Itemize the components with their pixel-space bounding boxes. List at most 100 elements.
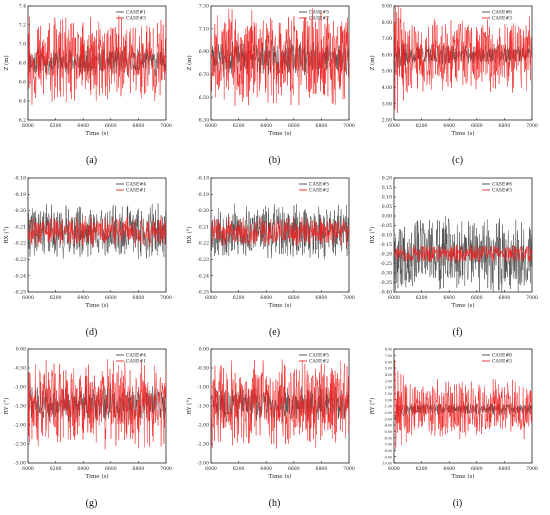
x-tick-label-b: 6400 xyxy=(260,123,272,129)
y-tick-label-f: 0.20 xyxy=(382,176,392,182)
y-tick-label-c: 6.00 xyxy=(382,52,392,58)
x-tick-label-b: 6200 xyxy=(233,123,245,129)
y-tick-label-h: -1.00 xyxy=(197,385,209,391)
legend-label-b: CASE#5 xyxy=(309,10,329,16)
legend-label-f: CASE#6 xyxy=(492,182,512,188)
y-tick-label-e: -0.22 xyxy=(197,241,209,247)
caption-e: (e) xyxy=(268,327,281,338)
y-tick-label-i: -5.00 xyxy=(384,430,392,434)
x-tick-label-b: 6800 xyxy=(316,123,328,129)
x-tick-label-a: 6000 xyxy=(22,123,34,129)
legend-label-f: CASE#3 xyxy=(492,188,512,194)
x-tick-label-g: 6400 xyxy=(77,466,89,472)
x-tick-label-g: 6800 xyxy=(133,466,145,472)
chart-i-svg: -10.00 -9.00 -8.00 -7.00 -6.00 -5.00 -4.00 -3.0… xyxy=(369,348,538,480)
x-tick-label-e: 6200 xyxy=(233,295,245,301)
chart-panel-g: -3.00 -2.50 -2.00 -1.50 -1.00 -0.50 0.00 6000 62… xyxy=(0,343,183,515)
y-tick-label-f: 0.00 xyxy=(382,214,392,220)
y-tick-label-h: 0.00 xyxy=(199,347,209,353)
x-tick-label-e: 6800 xyxy=(316,295,328,301)
y-tick-label-i: -6.00 xyxy=(384,436,392,440)
chart-panel-d: -0.25 -0.24 -0.23 -0.22 -0.21 -0.20 -0.19 -0.18… xyxy=(0,172,183,344)
x-tick-label-d: 6400 xyxy=(77,295,89,301)
y-tick-label-h: -3.00 xyxy=(197,461,209,467)
x-tick-label-a: 6400 xyxy=(77,123,89,129)
y-tick-label-a: 6.6 xyxy=(19,80,26,86)
y-tick-label-d: -0.20 xyxy=(14,208,26,214)
series-e-2 xyxy=(210,216,350,247)
y-axis-label-e: RX (°) xyxy=(186,226,193,243)
y-tick-label-e: -0.24 xyxy=(197,273,209,279)
x-tick-label-h: 6400 xyxy=(260,466,272,472)
y-tick-label-a: 7.0 xyxy=(19,42,26,48)
x-tick-label-e: 6600 xyxy=(288,295,300,301)
x-tick-label-b: 6000 xyxy=(205,123,217,129)
y-tick-label-d: -0.21 xyxy=(14,224,26,230)
x-tick-label-e: 6000 xyxy=(205,295,217,301)
y-tick-label-i: 6.00 xyxy=(385,360,392,364)
x-tick-label-c: 6000 xyxy=(388,123,400,129)
y-tick-label-h: -0.50 xyxy=(197,366,209,372)
y-tick-label-i: 0.00 xyxy=(385,398,392,402)
x-tick-label-d: 6200 xyxy=(50,295,62,301)
legend-label-c: CASE#6 xyxy=(492,10,512,16)
series-g-2 xyxy=(27,359,167,450)
y-tick-label-e: -0.19 xyxy=(197,192,209,198)
y-tick-label-i: -7.00 xyxy=(384,443,392,447)
x-tick-label-a: 6600 xyxy=(105,123,117,129)
y-tick-label-i: 1.00 xyxy=(385,392,392,396)
chart-panel-a: 6.2 6.4 6.6 6.8 7.0 7.2 7.4 6000 6200 6400 6600 680… xyxy=(0,0,183,172)
x-axis-label-i: Time (s) xyxy=(451,473,474,480)
caption-f: (f) xyxy=(452,327,463,338)
chart-f-svg: -0.40 -0.35 -0.30 -0.25 -0.20 -0.15 -0.10 -0.05… xyxy=(369,176,538,309)
legend-label-i: CASE#6 xyxy=(492,353,512,359)
y-tick-label-e: -0.25 xyxy=(197,290,209,296)
caption-b: (b) xyxy=(268,155,281,166)
y-axis-label-d: RX (°) xyxy=(3,226,10,243)
y-tick-label-c: 5.00 xyxy=(382,69,392,75)
y-tick-label-i: -2.00 xyxy=(384,411,392,415)
y-tick-label-d: -0.22 xyxy=(14,241,26,247)
legend-label-a: CASE#1 xyxy=(126,10,146,16)
y-tick-label-i: -9.00 xyxy=(384,455,392,459)
series-d-2 xyxy=(27,216,167,248)
x-tick-label-a: 6800 xyxy=(133,123,145,129)
y-tick-label-c: 7.00 xyxy=(382,36,392,42)
y-tick-label-i: 3.00 xyxy=(385,379,392,383)
x-tick-label-i: 6400 xyxy=(443,466,455,472)
y-axis-label-g: RY (°) xyxy=(3,398,10,415)
x-axis-label-c: Time (s) xyxy=(451,130,474,137)
y-tick-label-i: -8.00 xyxy=(384,449,392,453)
y-tick-label-e: -0.21 xyxy=(197,224,209,230)
y-tick-label-d: -0.25 xyxy=(14,290,26,296)
series-f-2 xyxy=(393,244,533,263)
y-tick-label-h: -2.50 xyxy=(197,442,209,448)
y-tick-label-a: 6.4 xyxy=(19,99,26,105)
y-tick-label-f: -0.10 xyxy=(380,233,392,239)
series-h-2 xyxy=(210,359,350,449)
y-axis-label-f: RX (°) xyxy=(369,226,376,243)
y-tick-label-f: -0.30 xyxy=(380,271,392,277)
y-tick-label-f: -0.20 xyxy=(380,252,392,258)
legend-label-h: CASE#5 xyxy=(309,353,329,359)
x-tick-label-f: 6600 xyxy=(471,295,483,301)
legend-label-h: CASE#2 xyxy=(309,359,329,365)
y-tick-label-f: 0.05 xyxy=(382,204,392,210)
y-tick-label-g: -0.50 xyxy=(14,366,26,372)
x-axis-label-a: Time (s) xyxy=(85,130,108,137)
x-tick-label-i: 6000 xyxy=(388,466,400,472)
x-tick-label-c: 6400 xyxy=(443,123,455,129)
x-tick-label-g: 6200 xyxy=(50,466,62,472)
plot-frame-e xyxy=(210,177,350,293)
x-tick-label-d: 6600 xyxy=(105,295,117,301)
y-tick-label-f: -0.40 xyxy=(380,290,392,296)
x-axis-label-h: Time (s) xyxy=(268,473,291,480)
y-tick-label-g: -1.00 xyxy=(14,385,26,391)
x-tick-label-i: 6200 xyxy=(416,466,428,472)
chart-panel-c: 2.00 3.00 4.00 5.00 6.00 7.00 8.00 9.00 6000 6200… xyxy=(366,0,549,172)
y-tick-label-i: -3.00 xyxy=(384,417,392,421)
legend-label-b: CASE#2 xyxy=(309,16,329,22)
legend-label-i: CASE#3 xyxy=(492,359,512,365)
x-tick-label-e: 7000 xyxy=(343,295,355,301)
y-tick-label-i: 4.00 xyxy=(385,373,392,377)
